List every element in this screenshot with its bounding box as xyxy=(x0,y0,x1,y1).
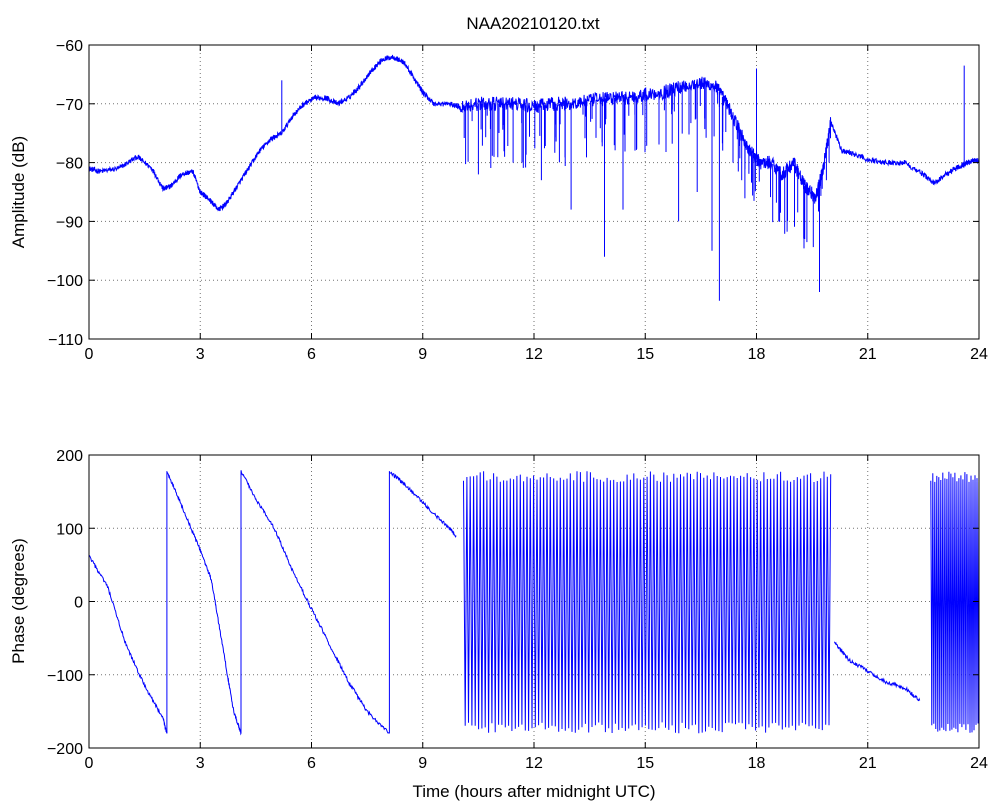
top-ytick-label: −90 xyxy=(56,214,83,231)
top-xtick-label: 3 xyxy=(196,346,205,363)
top-ytick-label: −70 xyxy=(56,97,83,114)
bottom-xtick-label: 24 xyxy=(970,755,988,772)
top-xtick-label: 6 xyxy=(307,346,316,363)
bottom-xtick-label: 0 xyxy=(85,755,94,772)
amplitude-plot xyxy=(88,54,980,301)
bottom-xtick-label: 9 xyxy=(418,755,427,772)
bottom-xtick-label: 12 xyxy=(525,755,543,772)
top-ytick-label: −80 xyxy=(56,156,83,173)
top-xtick-label: 24 xyxy=(970,346,988,363)
top-xtick-label: 18 xyxy=(748,346,766,363)
top-chart-ticks: 0 3 6 9 12 15 18 21 24 −110 −100 −90 −80 −70 −60 xyxy=(47,38,988,363)
bottom-ytick-label: 100 xyxy=(56,521,83,538)
bottom-chart-ylabel: Phase (degrees) xyxy=(9,538,28,664)
top-xtick-label: 9 xyxy=(418,346,427,363)
top-ytick-label: −100 xyxy=(47,273,83,290)
bottom-xtick-label: 21 xyxy=(859,755,877,772)
bottom-xtick-label: 18 xyxy=(748,755,766,772)
bottom-ytick-label: −100 xyxy=(47,668,83,685)
bottom-ytick-label: 200 xyxy=(56,448,83,465)
phase-oscillation xyxy=(930,471,980,733)
phase-series-line xyxy=(240,470,390,734)
top-ytick-label: −60 xyxy=(56,38,83,55)
top-chart-grid xyxy=(89,45,979,339)
top-chart-ylabel: Amplitude (dB) xyxy=(9,136,28,248)
top-xtick-label: 15 xyxy=(636,346,654,363)
bottom-ytick-label: −200 xyxy=(47,741,83,758)
top-xtick-label: 0 xyxy=(85,346,94,363)
top-chart-title: NAA20210120.txt xyxy=(466,14,600,33)
phase-plot xyxy=(88,470,980,736)
phase-series-line xyxy=(833,641,921,702)
bottom-ytick-label: 0 xyxy=(74,595,83,612)
top-ytick-label: −110 xyxy=(48,332,83,349)
bottom-chart-xlabel: Time (hours after midnight UTC) xyxy=(412,782,655,801)
top-xtick-label: 21 xyxy=(859,346,877,363)
bottom-xtick-label: 3 xyxy=(196,755,205,772)
phase-series-line xyxy=(88,555,168,734)
amplitude-series-line xyxy=(88,54,980,212)
phase-series-line xyxy=(166,471,242,736)
bottom-xtick-label: 6 xyxy=(307,755,316,772)
phase-series-line xyxy=(388,471,457,538)
bottom-chart-ticks: 0 3 6 9 12 15 18 21 24 −200 −100 0 100 200 xyxy=(47,448,988,772)
bottom-xtick-label: 15 xyxy=(636,755,654,772)
top-xtick-label: 12 xyxy=(525,346,543,363)
phase-oscillation xyxy=(463,471,832,734)
